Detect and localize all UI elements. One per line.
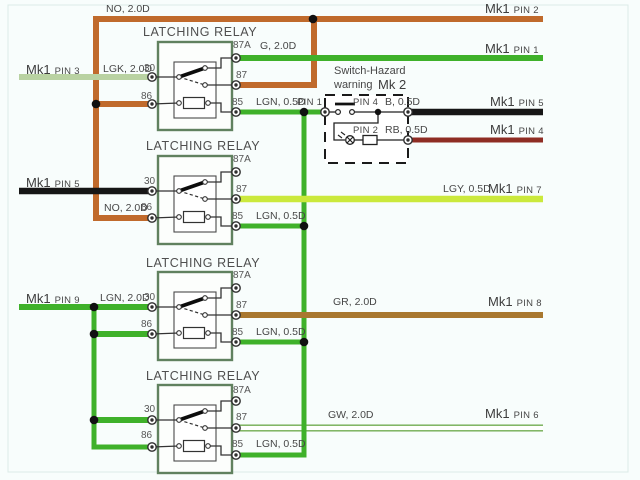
connector-mk: Mk1 — [485, 41, 510, 56]
relay2-terminal-85: 85 — [232, 211, 244, 222]
junction-dot — [299, 337, 309, 347]
relay1-title: LATCHING RELAY — [143, 25, 258, 39]
page-frame — [7, 4, 629, 473]
connector-mk: Mk1 — [490, 94, 515, 109]
wire-lgn-left-bus — [91, 307, 152, 450]
relay1-terminal-87: 87 — [236, 70, 248, 81]
connector-mk: Mk1 — [485, 1, 510, 16]
junction-dot — [91, 99, 101, 109]
wire-label-b: B, 0.5D — [385, 96, 421, 108]
relay3-title: LATCHING RELAY — [146, 256, 261, 270]
connector-label-mk1-pin8: Mk1 PIN 8 — [488, 295, 542, 309]
connector-pin: PIN 5 — [518, 98, 544, 109]
connector-pin: PIN 6 — [513, 410, 539, 421]
connector-mk: Mk1 — [485, 406, 510, 421]
relay4-title: LATCHING RELAY — [146, 369, 261, 383]
connector-pin: PIN 7 — [516, 185, 542, 196]
connector-pin: PIN 4 — [518, 126, 544, 137]
switch-title-line1: Switch-Hazard — [334, 65, 406, 77]
switch-unit-label: Mk 2 — [378, 77, 407, 92]
relay3-terminal-87: 87 — [236, 300, 248, 311]
wire-label-no-top: NO, 2.0D — [106, 3, 150, 15]
wire-label-no-relay2: NO, 2.0D — [104, 202, 148, 214]
relay3-terminal-85: 85 — [232, 327, 244, 338]
hazard-switch-box — [324, 94, 409, 164]
connector-label-mk1-pin9: Mk1 PIN 9 — [26, 292, 80, 306]
connector-mk: Mk1 — [26, 291, 51, 306]
connector-mk: Mk1 — [488, 181, 513, 196]
connector-mk: Mk1 — [26, 62, 51, 77]
junction-dot — [299, 221, 309, 231]
connector-label-mk1-pin5-right: Mk1 PIN 5 — [490, 95, 544, 109]
latching-relay-3 — [148, 272, 240, 360]
relay1-terminal-30: 30 — [144, 63, 156, 74]
switch-title-line2: warning — [334, 79, 373, 91]
relay2-terminal-86: 86 — [141, 202, 153, 213]
wire-relay1-87-riser — [236, 19, 317, 88]
connector-pin: PIN 3 — [54, 66, 80, 77]
connector-pin: PIN 5 — [54, 179, 80, 190]
connector-label-mk1-pin4: Mk1 PIN 4 — [490, 123, 544, 137]
wire-label-lgy: LGY, 0.5D — [443, 183, 491, 195]
junction-dot — [374, 108, 382, 116]
wire-label-gr: GR, 2.0D — [333, 296, 377, 308]
connector-pin: PIN 1 — [513, 45, 539, 56]
junction-dot — [89, 415, 99, 425]
connector-pin: PIN 9 — [54, 295, 80, 306]
relay1-terminal-87a: 87A — [233, 40, 251, 51]
relay4-terminal-30: 30 — [144, 404, 156, 415]
connector-label-mk1-pin6: Mk1 PIN 6 — [485, 407, 539, 421]
connector-label-mk1-pin2: Mk1 PIN 2 — [485, 2, 539, 16]
switch-pin2-label: PIN 2 — [353, 125, 379, 136]
relay4-terminal-87a: 87A — [233, 385, 251, 396]
connector-label-mk1-pin1: Mk1 PIN 1 — [485, 42, 539, 56]
junction-dot — [299, 107, 309, 117]
connector-label-mk1-pin7: Mk1 PIN 7 — [488, 182, 542, 196]
junction-dot — [89, 302, 99, 312]
relay3-terminal-30: 30 — [144, 292, 156, 303]
wire-label-lgk: LGK, 2.0D — [103, 63, 153, 75]
relay2-terminal-87a: 87A — [233, 154, 251, 165]
wire-label-rb: RB, 0.5D — [385, 124, 428, 136]
wire-label-lgn-relay1: LGN, 0.5D — [256, 96, 306, 108]
latching-relay-4 — [148, 385, 240, 473]
relay3-terminal-86: 86 — [141, 319, 153, 330]
relay1-terminal-85: 85 — [232, 97, 244, 108]
switch-pin4-label: PIN 4 — [353, 97, 379, 108]
wire-label-g: G, 2.0D — [260, 40, 297, 52]
connector-mk: Mk1 — [488, 294, 513, 309]
latching-relay-1 — [148, 42, 240, 130]
resistor-icon — [362, 134, 378, 146]
relay2-terminal-30: 30 — [144, 176, 156, 187]
wire-no-main — [93, 16, 543, 221]
relay3-terminal-87a: 87A — [233, 270, 251, 281]
junction-dot — [89, 329, 99, 339]
connector-pin: PIN 8 — [516, 298, 542, 309]
junction-dot — [308, 14, 318, 24]
relay4-terminal-85: 85 — [232, 439, 244, 450]
relay4-terminal-87: 87 — [236, 412, 248, 423]
wire-label-gw: GW, 2.0D — [328, 409, 374, 421]
relay2-title: LATCHING RELAY — [146, 139, 261, 153]
relay4-terminal-86: 86 — [141, 430, 153, 441]
switch-pin1-label: PIN 1 — [297, 97, 323, 108]
relay2-terminal-87: 87 — [236, 184, 248, 195]
connector-pin: PIN 2 — [513, 5, 539, 16]
connector-label-mk1-pin5-left: Mk1 PIN 5 — [26, 176, 80, 190]
wire-label-lgn-pin9: LGN, 2.0D — [100, 292, 150, 304]
latching-relay-2 — [148, 156, 240, 244]
connector-mk: Mk1 — [26, 175, 51, 190]
wire-label-lgn-relay3: LGN, 0.5D — [256, 326, 306, 338]
connector-mk: Mk1 — [490, 122, 515, 137]
connector-label-mk1-pin3: Mk1 PIN 3 — [26, 63, 80, 77]
relay1-terminal-86: 86 — [141, 91, 153, 102]
wire-label-lgn-relay2: LGN, 0.5D — [256, 210, 306, 222]
wire-label-lgn-relay4: LGN, 0.5D — [256, 438, 306, 450]
